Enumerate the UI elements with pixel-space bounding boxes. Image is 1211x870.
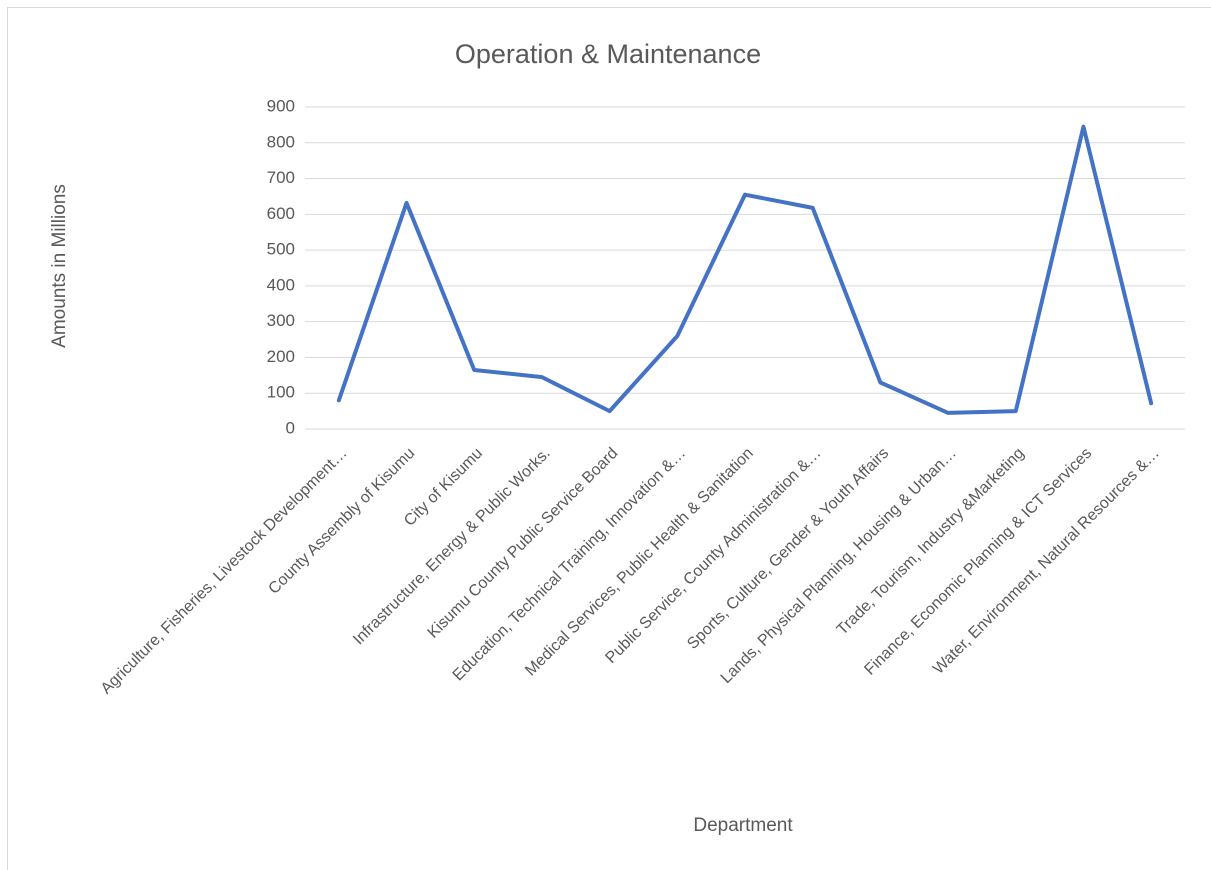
x-axis-label: Department [693, 815, 793, 836]
y-tick-label: 700 [267, 168, 295, 187]
x-tick-label: Water, Environment, Natural Resources &… [930, 445, 1163, 678]
x-tick-label: Finance, Economic Planning & ICT Service… [861, 445, 1095, 679]
y-tick-label: 600 [267, 204, 295, 223]
x-tick-label: Education, Technical Training, Innovatio… [450, 445, 689, 684]
y-tick-label: 800 [267, 132, 295, 151]
y-tick-label: 400 [267, 275, 295, 294]
y-tick-label: 200 [267, 347, 295, 366]
y-tick-label: 100 [267, 383, 295, 402]
y-tick-label: 300 [267, 311, 295, 330]
chart-border [7, 7, 1211, 870]
y-tick-label: 0 [286, 418, 295, 437]
y-axis-label: Amounts in Millions [49, 184, 70, 348]
x-tick-label: Agriculture, Fisheries, Livestock Develo… [98, 445, 351, 698]
x-tick-label: County Assembly of Kisumu [265, 445, 418, 598]
chart-title: Operation & Maintenance [455, 39, 761, 69]
y-tick-label: 500 [267, 240, 295, 259]
x-tick-label: Medical Services, Public Health & Sanita… [522, 445, 757, 680]
y-tick-label: 900 [267, 96, 295, 115]
data-line [336, 124, 1154, 415]
x-tick-label: Lands, Physical Planning, Housing & Urba… [718, 445, 960, 687]
